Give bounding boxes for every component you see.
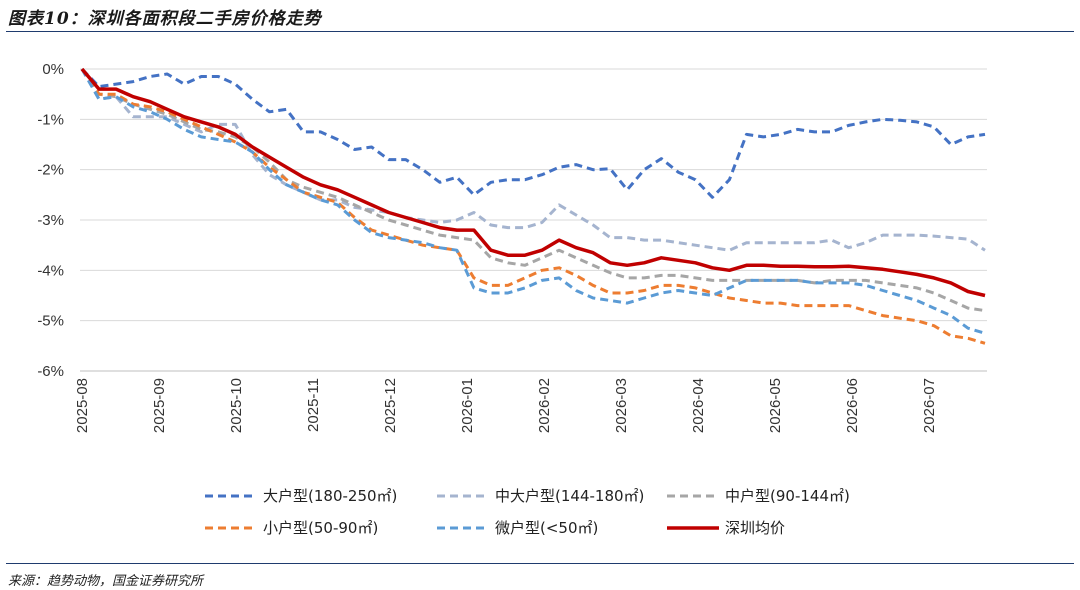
- x-axis-ticks: 2025-08 2025-09 2025-10 2025-11 2025-12 2026-…: [74, 378, 938, 433]
- x-tick-label: 2026-07: [921, 378, 938, 433]
- series-lines: [80, 67, 986, 345]
- x-tick-label: 2025-12: [382, 378, 399, 433]
- series-line-1: [80, 68, 986, 252]
- legend: 大户型(180-250㎡) 中大户型(144-180㎡) 中户型(90-144㎡) 小…: [205, 487, 850, 537]
- legend-label: 深圳均价: [725, 519, 785, 537]
- title-rule: [6, 31, 1074, 32]
- series-line-5: [80, 67, 986, 298]
- x-tick-label: 2026-06: [844, 378, 861, 433]
- series-line-2: [80, 68, 986, 313]
- x-tick-label: 2026-05: [767, 378, 784, 433]
- y-tick-label: -4%: [37, 262, 64, 279]
- series-line-4: [80, 68, 986, 335]
- y-tick-label: -3%: [37, 212, 64, 229]
- x-tick-label: 2025-08: [74, 378, 91, 433]
- footer-rule: [6, 563, 1074, 564]
- y-tick-label: -5%: [37, 313, 64, 330]
- legend-label: 中户型(90-144㎡): [725, 487, 850, 505]
- y-axis-ticks: 0% -1% -2% -3% -4% -5% -6%: [37, 61, 64, 380]
- y-tick-label: -1%: [37, 111, 64, 128]
- x-tick-label: 2026-03: [613, 378, 630, 433]
- x-tick-label: 2025-10: [228, 378, 245, 433]
- legend-label: 小户型(50-90㎡): [263, 519, 378, 537]
- source-note: 来源：趋势动物，国金证券研究所: [8, 574, 204, 589]
- x-tick-label: 2026-04: [690, 378, 707, 433]
- gridlines: [80, 68, 987, 372]
- x-tick-label: 2025-09: [151, 378, 168, 433]
- chart-title: 图表10：深圳各面积段二手房价格走势: [8, 9, 322, 29]
- y-tick-label: 0%: [42, 61, 64, 78]
- x-tick-label: 2025-11: [305, 378, 322, 432]
- legend-label: 微户型(<50㎡): [495, 519, 598, 537]
- legend-label: 中大户型(144-180㎡): [495, 487, 644, 505]
- legend-label: 大户型(180-250㎡): [263, 487, 397, 505]
- series-line-3: [80, 68, 986, 345]
- y-tick-label: -2%: [37, 162, 64, 179]
- y-tick-label: -6%: [37, 363, 64, 380]
- x-tick-label: 2026-02: [536, 378, 553, 433]
- x-tick-label: 2026-01: [459, 378, 476, 433]
